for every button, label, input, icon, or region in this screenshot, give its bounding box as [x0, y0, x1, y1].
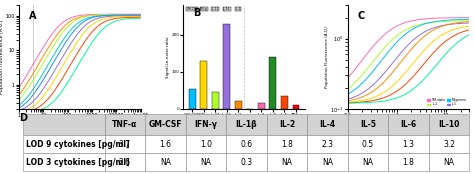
FancyBboxPatch shape: [307, 135, 347, 153]
Text: IL-11: IL-11: [211, 7, 219, 11]
X-axis label: Concentration (pg/ml): Concentration (pg/ml): [381, 119, 436, 124]
Text: 1.8: 1.8: [402, 158, 414, 167]
Text: LOD 9 cytokines [pg/ml]: LOD 9 cytokines [pg/ml]: [26, 140, 129, 149]
FancyBboxPatch shape: [388, 113, 428, 135]
FancyBboxPatch shape: [428, 113, 469, 135]
Text: IL-10: IL-10: [438, 120, 460, 129]
Bar: [235, 101, 242, 109]
FancyBboxPatch shape: [226, 113, 266, 135]
FancyBboxPatch shape: [226, 153, 266, 171]
Y-axis label: Population Fluorescence (A.U.): Population Fluorescence (A.U.): [325, 26, 329, 88]
Text: 1.8: 1.8: [281, 140, 293, 149]
FancyBboxPatch shape: [185, 135, 226, 153]
Text: NA: NA: [363, 158, 374, 167]
FancyBboxPatch shape: [185, 153, 226, 171]
FancyBboxPatch shape: [428, 153, 469, 171]
FancyBboxPatch shape: [23, 113, 104, 135]
FancyBboxPatch shape: [266, 135, 307, 153]
Text: D: D: [19, 113, 27, 123]
Text: TNF-α: TNF-α: [112, 120, 137, 129]
Legend: TNF-alpha, IL-2, IFNgamma, IL-5: TNF-alpha, IL-2, IFNgamma, IL-5: [426, 97, 468, 108]
Y-axis label: Signal-to-noise ratio: Signal-to-noise ratio: [166, 36, 170, 78]
FancyBboxPatch shape: [226, 135, 266, 153]
Text: 0.6: 0.6: [240, 140, 253, 149]
Text: IL-4: IL-4: [319, 120, 336, 129]
Text: 3.2: 3.2: [443, 140, 455, 149]
FancyBboxPatch shape: [145, 113, 185, 135]
X-axis label: Capture Molecule: Capture Molecule: [223, 118, 265, 123]
Text: 2.6: 2.6: [119, 158, 131, 167]
FancyBboxPatch shape: [347, 153, 388, 171]
Bar: [189, 89, 196, 109]
Text: NA: NA: [160, 158, 171, 167]
FancyBboxPatch shape: [266, 153, 307, 171]
FancyBboxPatch shape: [347, 113, 388, 135]
FancyBboxPatch shape: [23, 153, 104, 171]
Text: LOD 3 cytokines [pg/ml]: LOD 3 cytokines [pg/ml]: [26, 158, 129, 167]
FancyBboxPatch shape: [388, 153, 428, 171]
FancyBboxPatch shape: [307, 113, 347, 135]
Text: 0.5: 0.5: [362, 140, 374, 149]
Text: NA: NA: [201, 158, 211, 167]
FancyBboxPatch shape: [428, 135, 469, 153]
FancyBboxPatch shape: [307, 153, 347, 171]
FancyBboxPatch shape: [145, 153, 185, 171]
Text: NA: NA: [322, 158, 333, 167]
Text: 3.7: 3.7: [118, 140, 131, 149]
FancyBboxPatch shape: [185, 113, 226, 135]
Text: C: C: [357, 11, 365, 21]
Bar: [281, 96, 288, 109]
FancyBboxPatch shape: [104, 113, 145, 135]
Bar: [258, 103, 265, 109]
Bar: [269, 57, 276, 109]
Text: IL-16: IL-16: [223, 7, 230, 11]
Text: GM-CSF: GM-CSF: [186, 7, 198, 11]
FancyBboxPatch shape: [104, 135, 145, 153]
Text: IFN-g: IFN-g: [200, 7, 208, 11]
Y-axis label: Population Fluorescence (A.U.): Population Fluorescence (A.U.): [0, 20, 4, 94]
Text: IL-5: IL-5: [360, 120, 376, 129]
Text: NA: NA: [282, 158, 292, 167]
Text: B: B: [193, 8, 201, 18]
Text: IL-1β: IL-1β: [236, 120, 257, 129]
Text: NA: NA: [444, 158, 455, 167]
FancyBboxPatch shape: [23, 135, 104, 153]
X-axis label: Concentration (pg/ml): Concentration (pg/ml): [53, 119, 107, 124]
Text: IFN-γ: IFN-γ: [194, 120, 218, 129]
Text: A: A: [29, 11, 36, 21]
FancyBboxPatch shape: [104, 153, 145, 171]
Text: IL-6: IL-6: [401, 120, 417, 129]
FancyBboxPatch shape: [347, 135, 388, 153]
FancyBboxPatch shape: [266, 113, 307, 135]
Text: IL-2: IL-2: [279, 120, 295, 129]
FancyBboxPatch shape: [388, 135, 428, 153]
Text: IL-2: IL-2: [236, 7, 241, 11]
Bar: [201, 61, 207, 109]
Bar: [292, 105, 300, 109]
FancyBboxPatch shape: [145, 135, 185, 153]
Bar: [212, 92, 219, 109]
Text: 2.3: 2.3: [321, 140, 333, 149]
Text: GM-CSF: GM-CSF: [148, 120, 182, 129]
Text: 1.0: 1.0: [200, 140, 212, 149]
Text: 1.6: 1.6: [159, 140, 171, 149]
Text: 0.3: 0.3: [240, 158, 253, 167]
Text: 1.3: 1.3: [402, 140, 414, 149]
Bar: [223, 24, 230, 109]
